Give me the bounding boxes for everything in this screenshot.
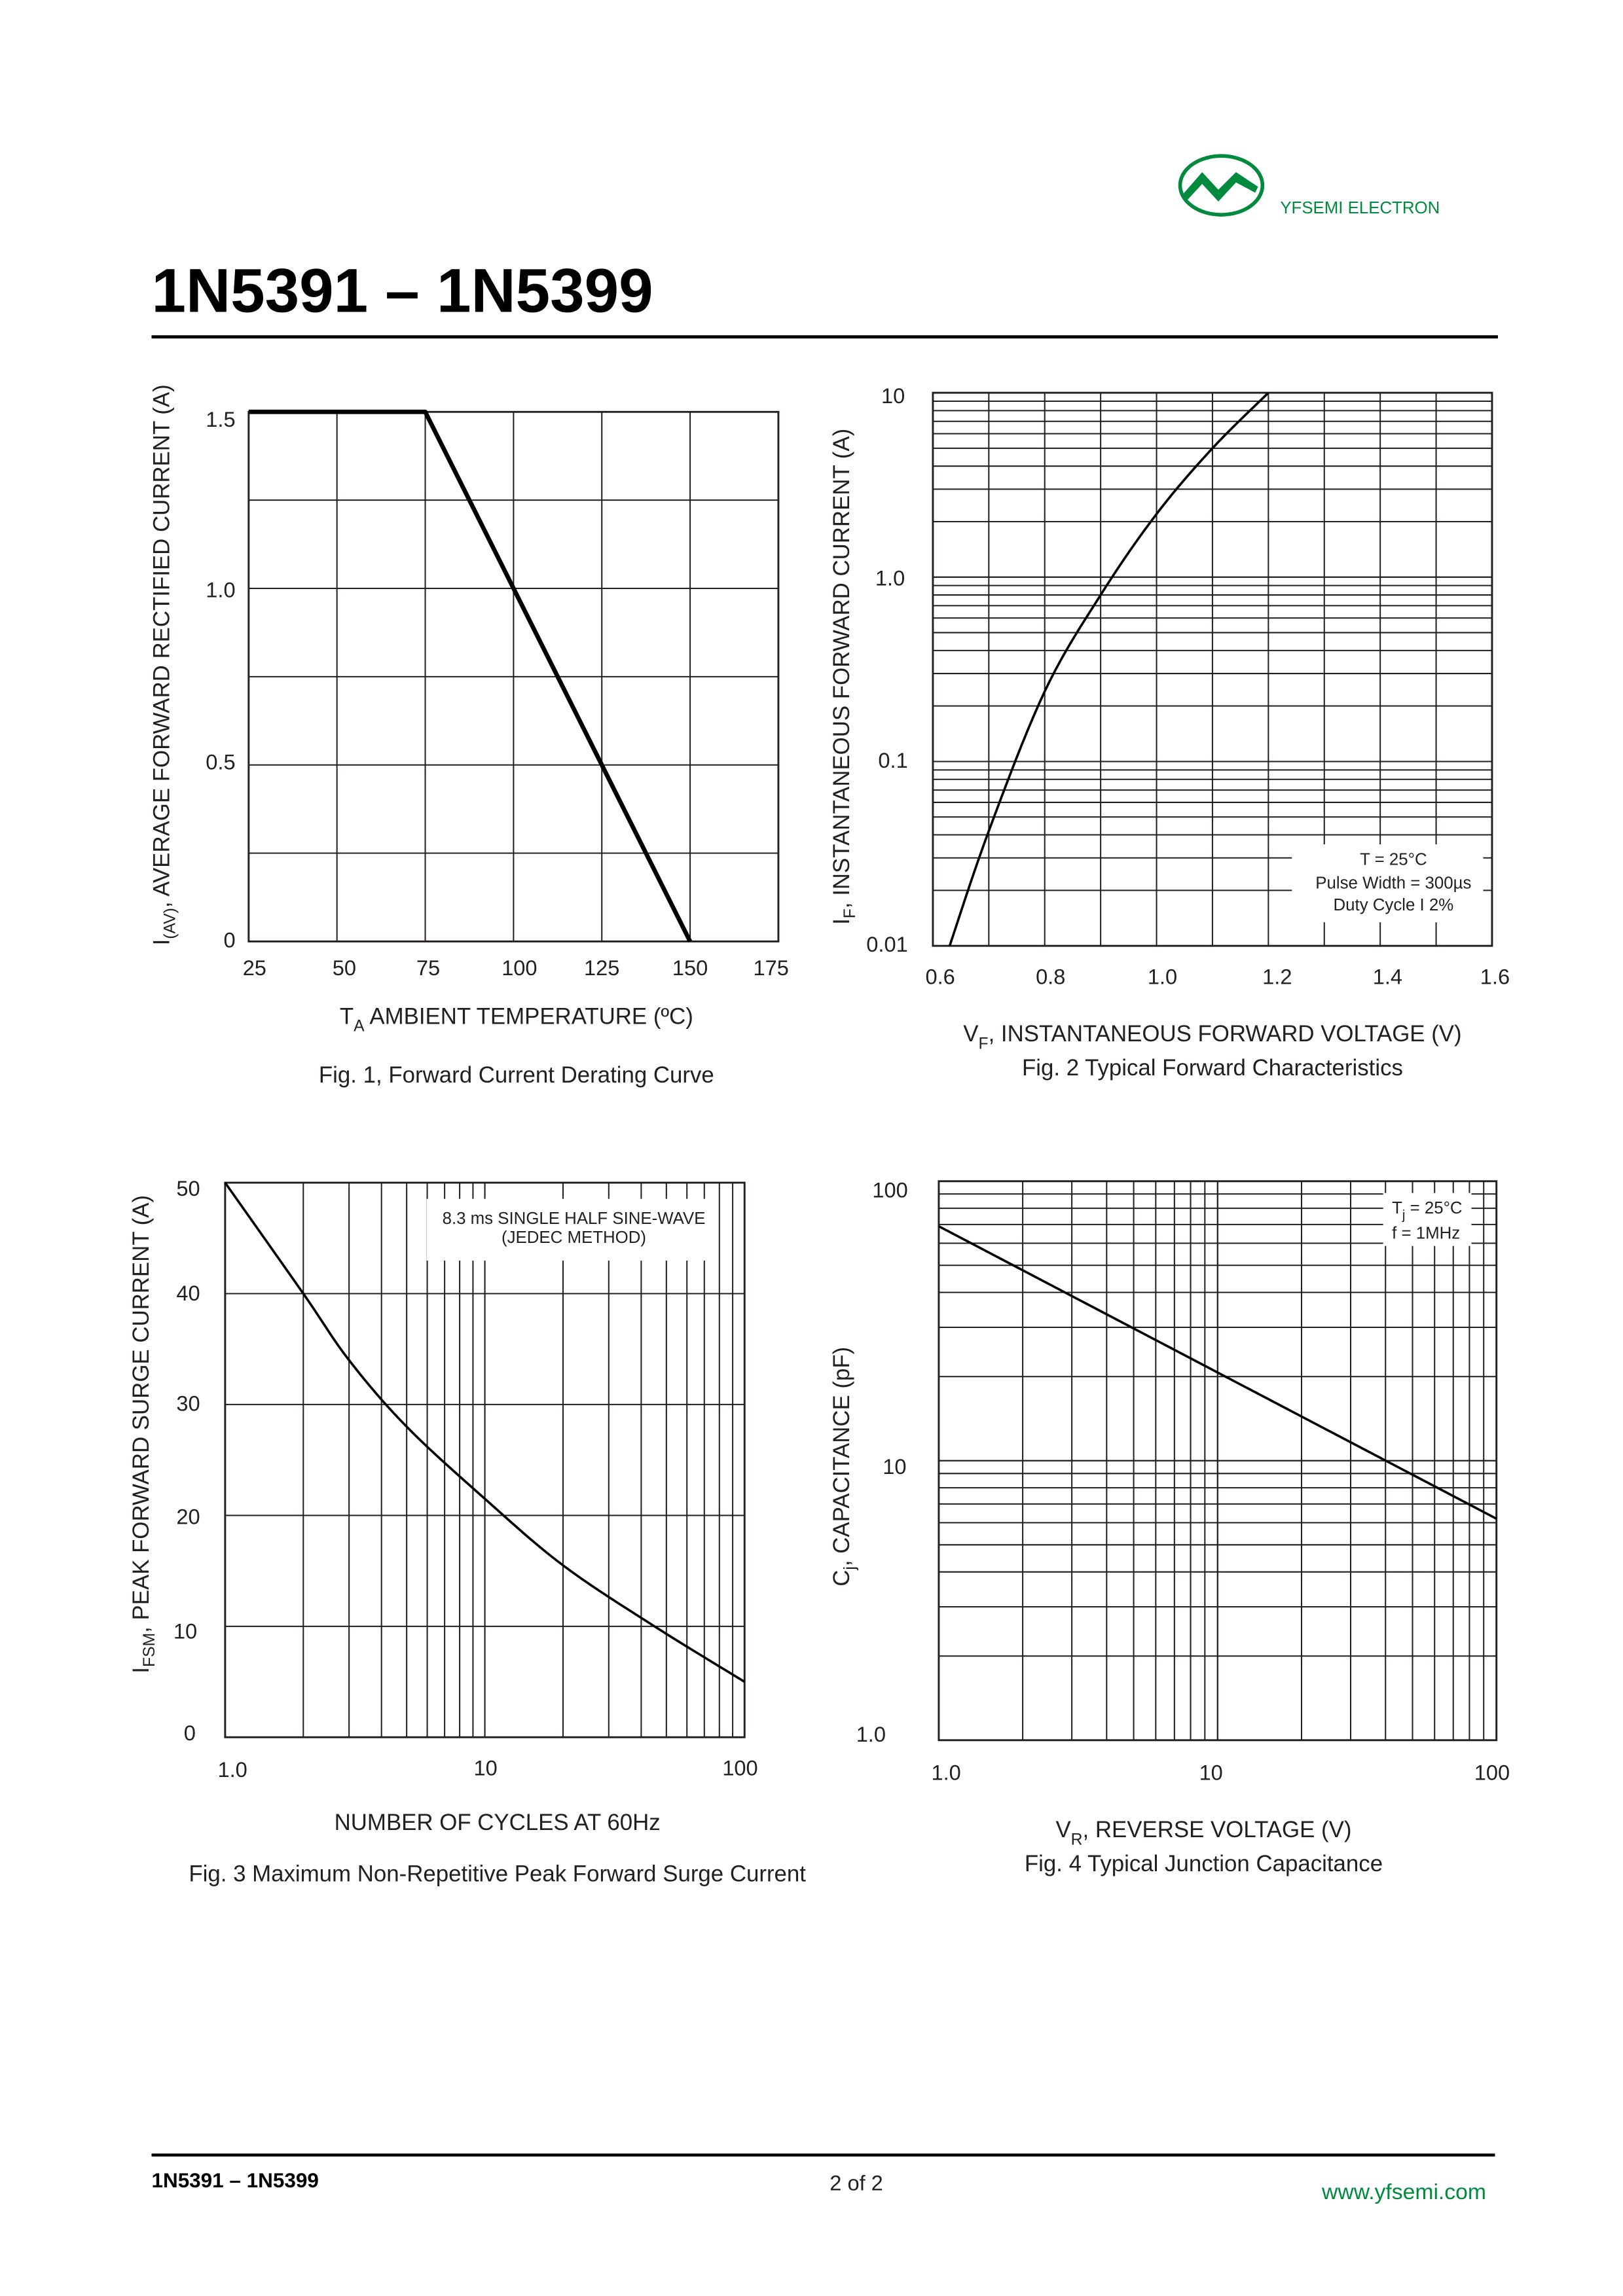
y-tick-label: 10 <box>883 1455 906 1479</box>
y-tick-label: 0.5 <box>206 750 235 774</box>
x-axis-title: VF, INSTANTANEOUS FORWARD VOLTAGE (V) <box>963 1021 1461 1052</box>
y-tick-label: 100 <box>872 1178 907 1202</box>
y-tick-label: 0.01 <box>866 933 907 956</box>
y-axis-title: I(AV), AVERAGE FORWARD RECTIFIED CURRENT… <box>149 384 179 945</box>
x-tick-label: 10 <box>474 1757 498 1780</box>
x-tick-label: 1.2 <box>1262 965 1292 989</box>
fig3: 50 40 30 20 10 0 1.0 10 100 NUMBER OF CY… <box>128 1177 806 1886</box>
y-tick-label: 0.1 <box>878 749 907 772</box>
y-tick-label: 0 <box>223 928 235 952</box>
x-tick-label: 0.6 <box>926 965 955 989</box>
x-tick-label: 10 <box>1199 1761 1223 1784</box>
annotation-waveform: 8.3 ms SINGLE HALF SINE-WAVE <box>443 1210 706 1228</box>
x-tick-label: 1.4 <box>1373 965 1402 989</box>
x-tick-label: 100 <box>722 1757 757 1780</box>
footer-part-number: 1N5391 – 1N5399 <box>151 2169 318 2192</box>
annotation-duty: Duty Cycle I 2% <box>1334 896 1454 914</box>
x-tick-label: 150 <box>672 956 708 980</box>
x-tick-label: 100 <box>501 956 537 980</box>
fig4: 100 10 1.0 1.0 10 100 VR, REVERSE VOLTAG… <box>829 1178 1510 1876</box>
x-tick-label: 0.8 <box>1036 965 1065 989</box>
series-line-IFSM <box>224 1181 746 1683</box>
logo-wave-icon <box>1182 171 1258 202</box>
y-axis-title: Cj, CAPACITANCE (pF) <box>829 1347 859 1587</box>
x-tick-label: 125 <box>584 956 619 980</box>
x-tick-label: 175 <box>754 956 789 980</box>
page-number: 2 of 2 <box>830 2172 883 2195</box>
y-tick-label: 20 <box>176 1505 200 1528</box>
plot-frame <box>224 1181 746 1738</box>
series-line-Cj <box>938 1225 1497 1520</box>
fig3-plot <box>224 1181 746 1738</box>
y-tick-label: 30 <box>176 1391 200 1415</box>
plot-frame <box>938 1180 1498 1742</box>
fig2-plot <box>932 391 1493 947</box>
x-axis-title: TA AMBIENT TEMPERATURE (ºC) <box>340 1003 693 1035</box>
y-tick-label: 1.0 <box>206 578 235 601</box>
x-tick-label: 1.6 <box>1480 965 1510 989</box>
y-tick-label: 50 <box>176 1177 200 1200</box>
fig4-plot <box>938 1180 1498 1742</box>
logo-oval <box>1178 154 1265 217</box>
company-logo: YFSEMI ELECTRON <box>1178 154 1440 217</box>
annotation-temp: T = 25°C <box>1360 851 1427 869</box>
y-tick-label: 1.0 <box>875 567 905 590</box>
fig1: 1.5 1.0 0.5 0 25 50 75 100 125 150 175 T… <box>149 384 788 1088</box>
x-axis-title: VR, REVERSE VOLTAGE (V) <box>1055 1817 1351 1848</box>
y-tick-label: 40 <box>176 1282 200 1305</box>
note-box <box>426 1198 714 1261</box>
figure-caption: Fig. 3 Maximum Non-Repetitive Peak Forwa… <box>189 1861 806 1887</box>
annotation-pulse: Pulse Width = 300µs <box>1315 874 1471 892</box>
y-axis-title: IFSM, PEAK FORWARD SURGE CURRENT (A) <box>128 1195 158 1674</box>
x-tick-label: 1.0 <box>931 1761 960 1784</box>
page-title: 1N5391 – 1N5399 <box>151 257 653 325</box>
series-line-IAV <box>248 409 693 942</box>
legend-box <box>1292 844 1484 923</box>
y-tick-label: 1.0 <box>856 1723 886 1746</box>
note-box <box>1383 1193 1472 1246</box>
figure-caption: Fig. 4 Typical Junction Capacitance <box>1025 1851 1383 1876</box>
annotation-method: (JEDEC METHOD) <box>501 1229 646 1247</box>
x-tick-label: 25 <box>243 956 266 980</box>
x-tick-label: 50 <box>333 956 356 980</box>
x-tick-label: 100 <box>1474 1761 1510 1784</box>
x-tick-label: 1.0 <box>1148 965 1177 989</box>
plot-frame <box>247 410 780 942</box>
y-tick-label: 1.5 <box>206 408 235 431</box>
y-tick-label: 0 <box>184 1721 196 1745</box>
website-link[interactable]: www.yfsemi.com <box>1321 2179 1486 2204</box>
logo-text: YFSEMI ELECTRON <box>1280 199 1440 217</box>
series-line-IF <box>948 391 1269 946</box>
fig2: 10 1.0 0.1 0.01 0.6 0.8 1.0 1.2 1.4 1.6 … <box>829 384 1510 1081</box>
x-tick-label: 1.0 <box>217 1758 247 1782</box>
y-tick-label: 10 <box>881 384 905 408</box>
annotation-temp: Tj = 25°C <box>1392 1199 1462 1223</box>
y-tick-label: 10 <box>173 1620 197 1643</box>
x-axis-title: NUMBER OF CYCLES AT 60Hz <box>335 1810 661 1835</box>
x-tick-label: 75 <box>416 956 440 980</box>
plot-frame <box>932 391 1493 947</box>
annotation-freq: f = 1MHz <box>1392 1224 1460 1242</box>
fig1-plot <box>247 409 780 942</box>
y-axis-title: IF, INSTANTANEOUS FORWARD CURRENT (A) <box>829 429 859 925</box>
figure-caption: Fig. 2 Typical Forward Characteristics <box>1022 1055 1403 1081</box>
figure-caption: Fig. 1, Forward Current Derating Curve <box>319 1062 714 1088</box>
